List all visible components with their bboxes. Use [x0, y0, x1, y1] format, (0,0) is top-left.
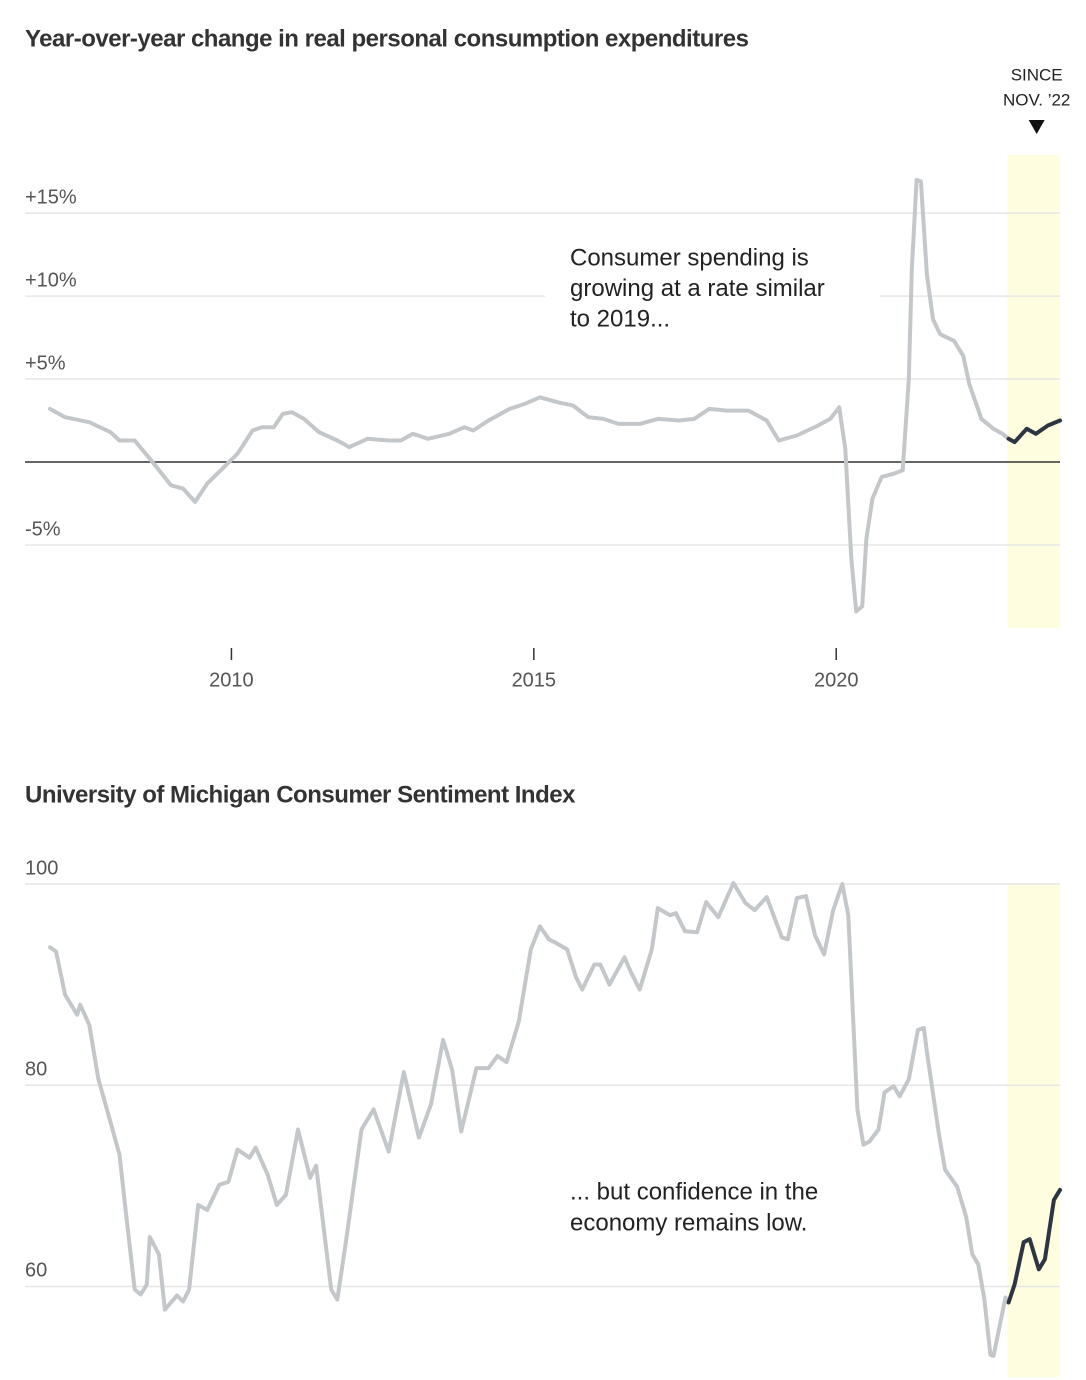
data-line	[48, 881, 1011, 1358]
chart-title: Year-over-year change in real personal c…	[25, 25, 749, 52]
y-tick-label: +10%	[25, 269, 77, 291]
annotation-text: Consumer spending is	[570, 244, 809, 271]
annotation: ... but confidence in the economy remains…	[545, 1177, 880, 1243]
highlight-arrow	[1028, 120, 1045, 134]
data-line-highlight	[1006, 1187, 1062, 1305]
data-line-highlight	[1006, 418, 1062, 445]
data-line	[48, 177, 1011, 614]
annotation-bg	[545, 1177, 880, 1243]
annotation-text: ... but confidence in the	[570, 1178, 818, 1205]
annotation: Consumer spending is growing at a rate si…	[545, 243, 880, 339]
annotation-text: growing at a rate similar	[570, 275, 825, 302]
annotation-text: to 2019...	[570, 305, 670, 332]
y-tick-label: 60	[25, 1260, 47, 1282]
y-tick-label: 80	[25, 1059, 47, 1081]
highlight-band	[1007, 884, 1060, 1377]
x-tick-label: 2010	[209, 669, 254, 691]
y-tick-label: +5%	[25, 352, 66, 374]
highlight-label: SINCE	[1011, 65, 1063, 84]
chart-title: University of Michigan Consumer Sentimen…	[25, 781, 576, 808]
highlight-band	[1007, 155, 1060, 628]
x-tick-label: 2020	[814, 669, 859, 691]
y-tick-label: +15%	[25, 186, 77, 208]
y-tick-label: -5%	[25, 518, 61, 540]
annotation-bg	[545, 243, 880, 339]
annotation-text: economy remains low.	[570, 1209, 807, 1236]
y-tick-label: 100	[25, 857, 58, 879]
x-tick-label: 2015	[512, 669, 557, 691]
highlight-label: NOV. ’22	[1003, 90, 1070, 109]
